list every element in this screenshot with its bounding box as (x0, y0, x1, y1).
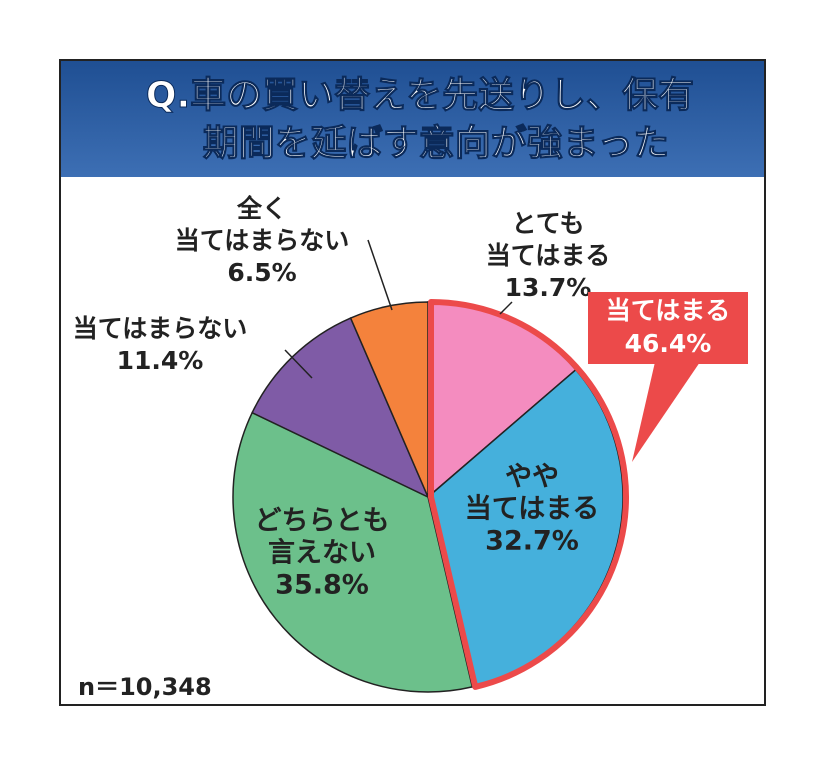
slice-label: 当てはまらない (73, 314, 248, 343)
callout-value: 46.4% (625, 329, 712, 358)
chart-title: 期間を延ばす意向が強まった (203, 123, 670, 164)
pie-slice (251, 317, 430, 499)
value-label: 32.7% (485, 526, 579, 557)
chart-title: Q.車の買い替えを先送りし、保有 (146, 75, 694, 116)
slice-label: 当てはまらない (175, 226, 350, 255)
value-label: 11.4% (117, 346, 204, 375)
pie-slice (349, 301, 429, 498)
title-band (61, 61, 764, 177)
value-label: 6.5% (227, 258, 296, 287)
highlight-outline (428, 299, 629, 690)
leader-line (499, 301, 513, 315)
callout-pointer (632, 362, 700, 462)
leader-line (367, 239, 393, 311)
slice-label: とても (511, 209, 584, 238)
slice-label: 当てはまる (465, 494, 599, 525)
value-label: 13.7% (505, 273, 592, 302)
leader-line (284, 349, 313, 379)
note: n＝10,348 (78, 673, 212, 701)
callout-label: 当てはまる (606, 296, 731, 325)
slice-label: どちらとも (255, 506, 390, 537)
slice-label: 全く (236, 194, 287, 223)
callout-box (588, 292, 748, 364)
slice-label: 当てはまる (486, 241, 611, 270)
pie-slice (232, 411, 474, 693)
slice-label: やや (505, 462, 559, 493)
slice-label: 言えない (268, 538, 376, 569)
value-label: 35.8% (275, 570, 369, 601)
